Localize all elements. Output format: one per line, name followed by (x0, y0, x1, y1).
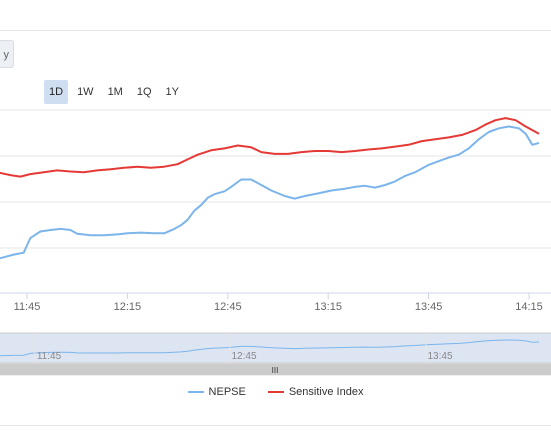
navigator-tick-label: 13:45 (427, 351, 452, 362)
range-input-label: y (3, 49, 10, 61)
series-line-sensitive-index (0, 117, 540, 178)
bottom-divider (0, 425, 551, 426)
range-button-1q[interactable]: 1Q (132, 80, 157, 104)
navigator-series-line (0, 339, 540, 357)
navigator-tick-label: 11:45 (37, 351, 62, 362)
x-tick-label: 13:45 (415, 301, 443, 313)
range-input-button[interactable]: y (0, 40, 14, 68)
top-divider (0, 30, 551, 31)
range-selector: 1D 1W 1M 1Q 1Y (44, 80, 184, 104)
range-button-1m[interactable]: 1M (103, 80, 128, 104)
legend-item-sensitive-index[interactable]: Sensitive Index (267, 386, 364, 398)
chart-legend: NEPSE Sensitive Index (0, 386, 551, 398)
range-button-1d[interactable]: 1D (44, 80, 69, 104)
x-tick-label: 11:45 (14, 301, 41, 313)
legend-label-nepse: NEPSE (208, 386, 246, 398)
x-tick-label: 12:45 (214, 301, 242, 313)
legend-swatch-sensitive-index (267, 391, 284, 393)
scrollbar-grip-icon: III (272, 366, 279, 375)
x-tick-label: 13:15 (314, 301, 342, 313)
navigator-tick-label: 12:45 (231, 351, 256, 362)
range-button-1y[interactable]: 1Y (161, 80, 184, 104)
range-button-1w[interactable]: 1W (72, 80, 99, 104)
legend-label-sensitive-index: Sensitive Index (288, 386, 364, 398)
series-line-nepse (0, 125, 540, 260)
scrollbar-thumb[interactable] (0, 364, 551, 375)
x-tick-label: 14:15 (515, 301, 543, 313)
legend-item-nepse[interactable]: NEPSE (187, 386, 246, 398)
legend-swatch-nepse (187, 391, 204, 393)
x-tick-label: 12:15 (114, 301, 142, 313)
